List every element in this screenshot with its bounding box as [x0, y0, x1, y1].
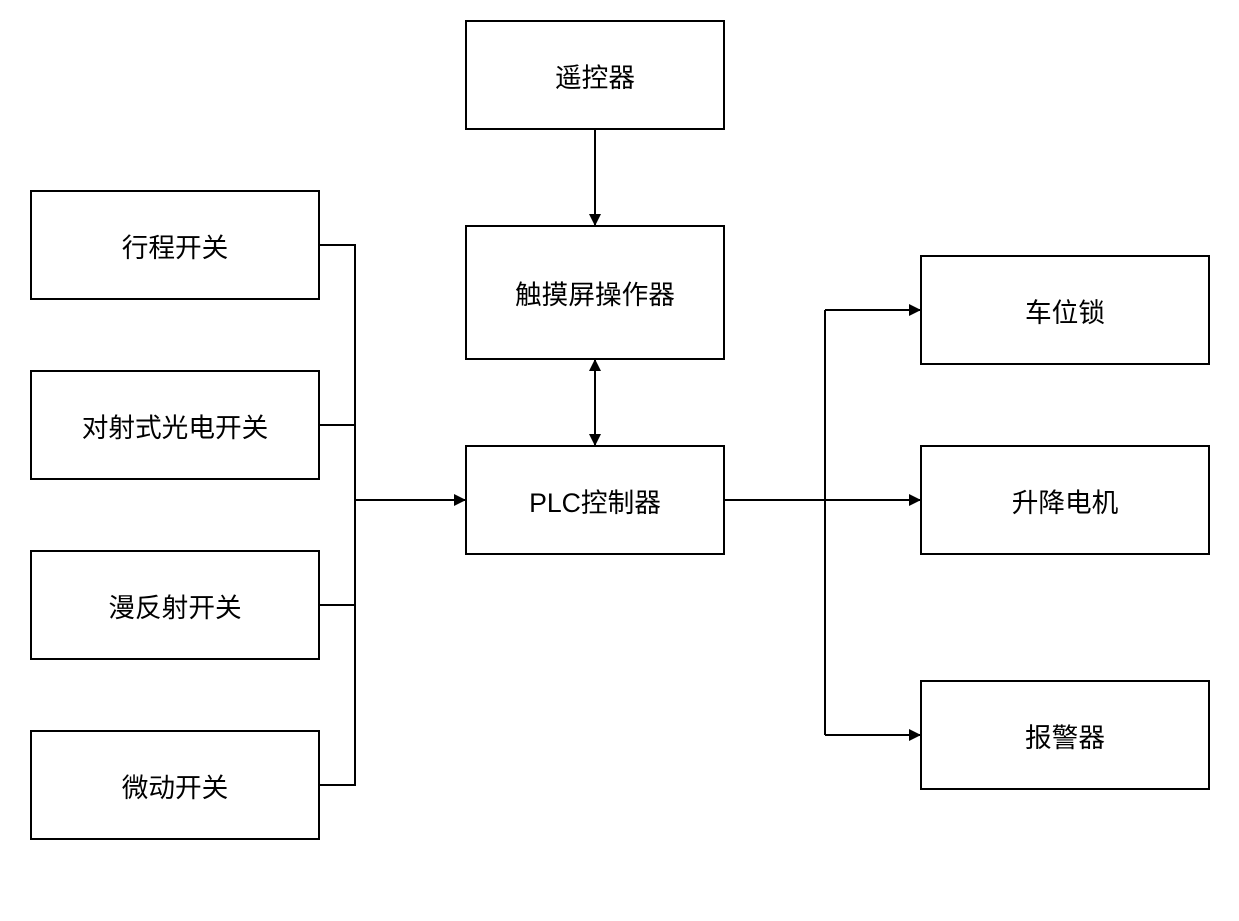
- node-label: PLC控制器: [529, 481, 661, 520]
- node-label: 对射式光电开关: [82, 406, 269, 445]
- node-label: 行程开关: [122, 226, 229, 265]
- diagram-canvas: 遥控器触摸屏操作器 PLC控制器 行程开关对射式光电开关漫反射开关微动开关 车位锁升降…: [0, 0, 1239, 921]
- node-label: 微动开关: [122, 766, 229, 805]
- node-motor: 升降电机: [920, 445, 1210, 555]
- node-label: 触摸屏操作器: [515, 273, 675, 312]
- node-micro_sw: 微动开关: [30, 730, 320, 840]
- node-plc: PLC控制器: [465, 445, 725, 555]
- node-label: 报警器: [1025, 716, 1105, 755]
- node-beam_sw: 对射式光电开关: [30, 370, 320, 480]
- node-label: 遥控器: [555, 56, 635, 95]
- node-lock: 车位锁: [920, 255, 1210, 365]
- node-diffuse_sw: 漫反射开关: [30, 550, 320, 660]
- node-travel_sw: 行程开关: [30, 190, 320, 300]
- node-alarm: 报警器: [920, 680, 1210, 790]
- edge-bus_inputs: [320, 245, 355, 785]
- node-label: 车位锁: [1025, 291, 1105, 330]
- node-label: 漫反射开关: [108, 586, 241, 625]
- node-remote: 遥控器: [465, 20, 725, 130]
- node-touchscreen: 触摸屏操作器: [465, 225, 725, 360]
- node-label: 升降电机: [1012, 481, 1119, 520]
